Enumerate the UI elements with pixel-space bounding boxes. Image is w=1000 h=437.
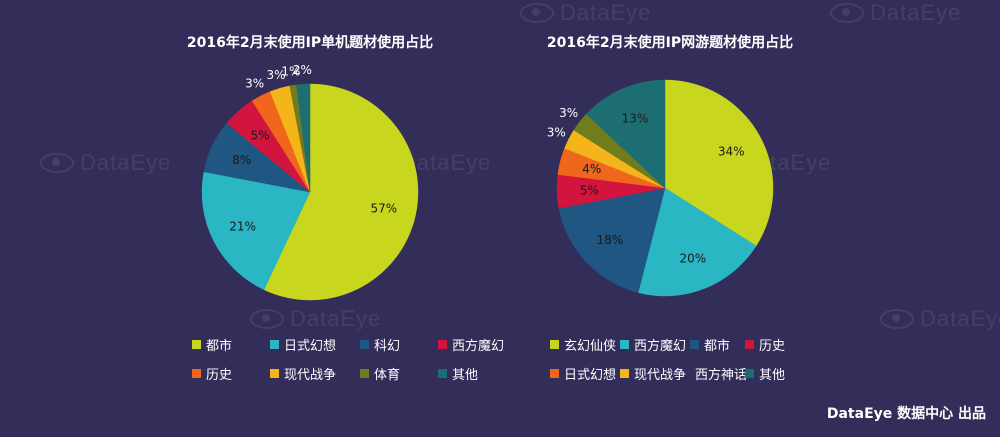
legend-item: 现代战争 — [270, 364, 360, 383]
footer-credit: DataEye 数据中心 出品 — [826, 406, 986, 422]
chart-panel-right: 2016年2月末使用IP网游题材使用占比 34% 20% 18% 5% 4% 3% 3% 13… — [460, 0, 880, 437]
watermark-text: DataEye — [870, 0, 962, 25]
pie-data-label: 8% — [232, 153, 251, 167]
watermark-text: DataEye — [560, 0, 652, 25]
legend-item: 历史 — [745, 335, 815, 354]
legend-item: 历史 — [192, 364, 270, 383]
legend-swatch — [360, 340, 369, 349]
legend-item: 其他 — [745, 364, 815, 383]
legend-item: 日式幻想 — [270, 335, 360, 354]
legend-item: 科幻 — [360, 335, 438, 354]
pie-data-label: 34% — [718, 145, 745, 159]
pie-slice — [637, 187, 757, 297]
watermark-text: DataEye — [920, 306, 1000, 331]
legend-label: 西方魔幻 — [452, 339, 505, 354]
legend-label: 现代战争 — [284, 368, 337, 383]
legend-swatch — [690, 340, 699, 349]
watermark: DataEye — [250, 306, 381, 332]
watermark-text: DataEye — [80, 150, 172, 175]
legend-label: 现代战争 — [634, 368, 687, 383]
legend-item: 现代战争 — [620, 364, 690, 383]
pie-data-label: 3% — [559, 106, 578, 120]
chart-legend: 都市 日式幻想 科幻 西方魔幻历史 现代战争 体育 其他 — [192, 335, 528, 383]
legend-swatch — [192, 340, 201, 349]
legend-item: 都市 — [690, 335, 745, 354]
legend-label: 历史 — [759, 339, 786, 354]
legend-label: 体育 — [374, 368, 401, 383]
legend-label: 日式幻想 — [284, 339, 337, 354]
pie-data-label: 2% — [293, 63, 312, 77]
legend-swatch — [550, 369, 559, 378]
pie-data-label: 5% — [580, 183, 599, 197]
pie-data-label: 3% — [245, 76, 264, 90]
pie-data-label: 18% — [597, 233, 624, 247]
eye-icon — [250, 309, 284, 329]
legend-label: 都市 — [704, 339, 731, 354]
legend-swatch — [360, 369, 369, 378]
legend-swatch — [270, 340, 279, 349]
legend-swatch — [438, 340, 447, 349]
legend-label: 玄幻仙侠 — [564, 339, 617, 354]
pie-slice — [585, 79, 666, 189]
chart-title: 2016年2月末使用IP单机题材使用占比 — [186, 35, 434, 51]
eye-icon — [40, 153, 74, 173]
pie-data-label: 4% — [582, 162, 601, 176]
pie-slice — [558, 187, 666, 293]
legend-swatch — [620, 369, 629, 378]
legend-swatch — [745, 340, 754, 349]
legend-label: 其他 — [759, 368, 786, 383]
pie-data-label: 3% — [547, 126, 566, 140]
pie-data-label: 1% — [281, 65, 300, 79]
legend-swatch — [270, 369, 279, 378]
legend-swatch — [550, 340, 559, 349]
legend-item: 西方魔幻 — [620, 335, 690, 354]
eye-icon — [880, 309, 914, 329]
legend-item: 体育 — [360, 364, 438, 383]
pie-data-label: 21% — [229, 219, 256, 233]
pie-data-label: 13% — [622, 112, 649, 126]
legend-label: 西方神话 — [695, 368, 748, 383]
legend-item: 西方魔幻 — [438, 335, 528, 354]
legend-swatch — [192, 369, 201, 378]
watermark: DataEye — [40, 150, 171, 176]
watermark-text: DataEye — [290, 306, 382, 331]
pie-data-label: 57% — [370, 201, 397, 215]
eye-icon — [830, 3, 864, 23]
pie-chart: 34% 20% 18% 5% 4% 3% 3% 13% — [547, 79, 774, 297]
legend-swatch — [438, 369, 447, 378]
legend-item: 西方神话 — [690, 364, 748, 383]
pie-slice — [201, 171, 311, 291]
eye-icon — [520, 3, 554, 23]
chart-legend: 玄幻仙侠 西方魔幻 都市 历史日式幻想 现代战争 西方神话 其他 — [550, 335, 815, 383]
watermark: DataEye — [520, 0, 651, 26]
legend-item: 都市 — [192, 335, 270, 354]
legend-swatch — [620, 340, 629, 349]
watermark: DataEye — [830, 0, 961, 26]
legend-label: 日式幻想 — [564, 368, 617, 383]
pie-slice — [296, 83, 311, 193]
watermark: DataEye — [880, 306, 1000, 332]
legend-item: 玄幻仙侠 — [550, 335, 620, 354]
pie-chart: 57%21%8%5%3%3%1%2% — [201, 63, 419, 301]
legend-label: 都市 — [206, 339, 233, 354]
legend-label: 历史 — [206, 368, 233, 383]
pie-data-label: 5% — [250, 128, 269, 142]
pie-slice — [664, 79, 774, 247]
legend-label: 其他 — [452, 368, 479, 383]
pie-slice — [263, 83, 419, 301]
pie-data-label: 20% — [679, 251, 706, 265]
legend-label: 科幻 — [374, 339, 401, 354]
chart-panel-left: 2016年2月末使用IP单机题材使用占比 57% 21% 8% 5% 3% 3% 1% 2% … — [100, 0, 520, 437]
legend-item: 其他 — [438, 364, 528, 383]
legend-label: 西方魔幻 — [634, 339, 687, 354]
chart-title: 2016年2月末使用IP网游题材使用占比 — [546, 35, 794, 51]
legend-item: 日式幻想 — [550, 364, 620, 383]
pie-data-label: 3% — [266, 68, 285, 82]
legend-swatch — [745, 369, 754, 378]
